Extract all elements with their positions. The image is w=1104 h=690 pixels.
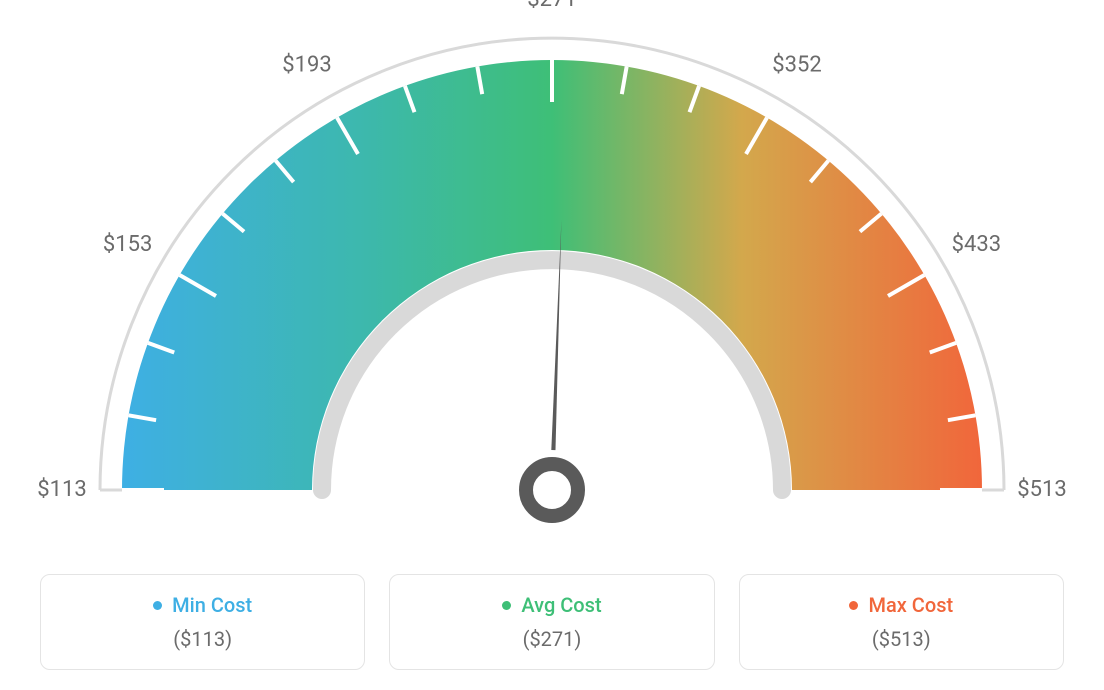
gauge-svg: $113 $153 $193 $271 $352 $433 $513 <box>0 0 1104 560</box>
legend-value: ($513) <box>740 627 1063 651</box>
cost-gauge: $113 $153 $193 $271 $352 $433 $513 <box>0 0 1104 560</box>
legend-title: Avg Cost <box>502 593 601 617</box>
legend-card-max: Max Cost ($513) <box>739 574 1064 670</box>
gauge-tick-label: $193 <box>282 52 331 77</box>
gauge-hub <box>526 464 578 516</box>
legend-title: Max Cost <box>849 593 953 617</box>
gauge-arc <box>122 60 982 490</box>
legend-label: Max Cost <box>868 593 953 617</box>
legend-value: ($113) <box>41 627 364 651</box>
legend-row: Min Cost ($113) Avg Cost ($271) Max Cost… <box>40 574 1064 670</box>
legend-title: Min Cost <box>153 593 252 617</box>
legend-card-min: Min Cost ($113) <box>40 574 365 670</box>
gauge-tick-label: $113 <box>37 477 86 502</box>
legend-card-avg: Avg Cost ($271) <box>389 574 714 670</box>
gauge-tick-label: $513 <box>1017 477 1066 502</box>
legend-value: ($271) <box>390 627 713 651</box>
legend-dot-max <box>849 601 858 610</box>
legend-dot-avg <box>502 601 511 610</box>
legend-label: Avg Cost <box>521 593 601 617</box>
gauge-tick-label: $153 <box>103 232 152 257</box>
gauge-tick-label: $433 <box>952 232 1001 257</box>
legend-label: Min Cost <box>172 593 252 617</box>
legend-dot-min <box>153 601 162 610</box>
gauge-tick-label: $352 <box>772 52 821 77</box>
gauge-tick-label: $271 <box>527 0 576 12</box>
